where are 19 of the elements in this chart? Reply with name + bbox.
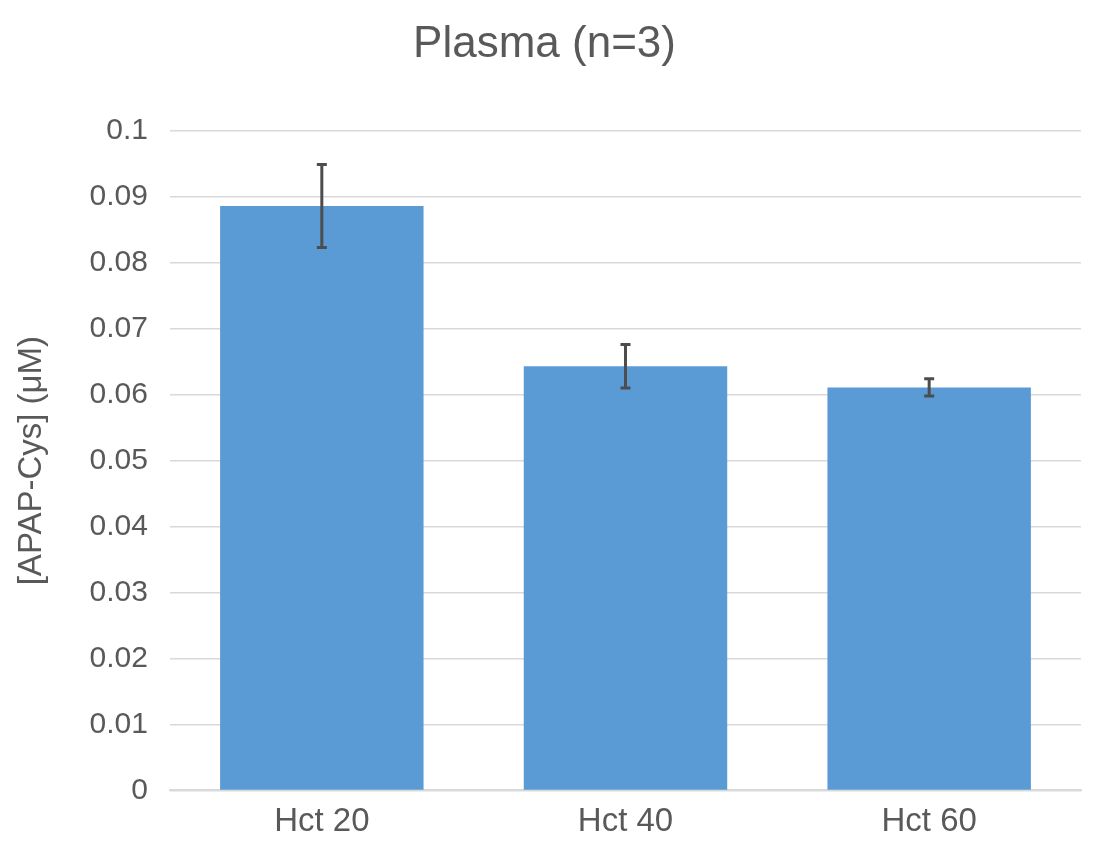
bar (523, 366, 728, 790)
y-tick-label: 0.08 (89, 243, 148, 277)
y-tick-label: 0.06 (89, 375, 148, 409)
chart-title: Plasma (n=3) (413, 16, 676, 66)
y-tick-label: 0.09 (89, 178, 148, 212)
x-tick-label: Hct 40 (577, 801, 674, 839)
y-tick-label: 0.01 (89, 705, 148, 739)
y-tick-label: 0 (131, 771, 148, 805)
bar (827, 387, 1031, 790)
y-tick-label: 0.07 (89, 309, 148, 343)
bar (220, 205, 424, 790)
y-tick-label: 0.05 (89, 441, 148, 475)
y-tick-label: 0.1 (106, 112, 148, 146)
y-tick-label: 0.04 (89, 507, 148, 541)
x-tick-label: Hct 20 (274, 801, 370, 839)
y-axis-title: [APAP-Cys] (μM) (10, 335, 48, 586)
y-tick-label: 0.02 (89, 639, 148, 673)
x-tick-label: Hct 60 (881, 801, 977, 839)
y-tick-label: 0.03 (89, 573, 148, 607)
